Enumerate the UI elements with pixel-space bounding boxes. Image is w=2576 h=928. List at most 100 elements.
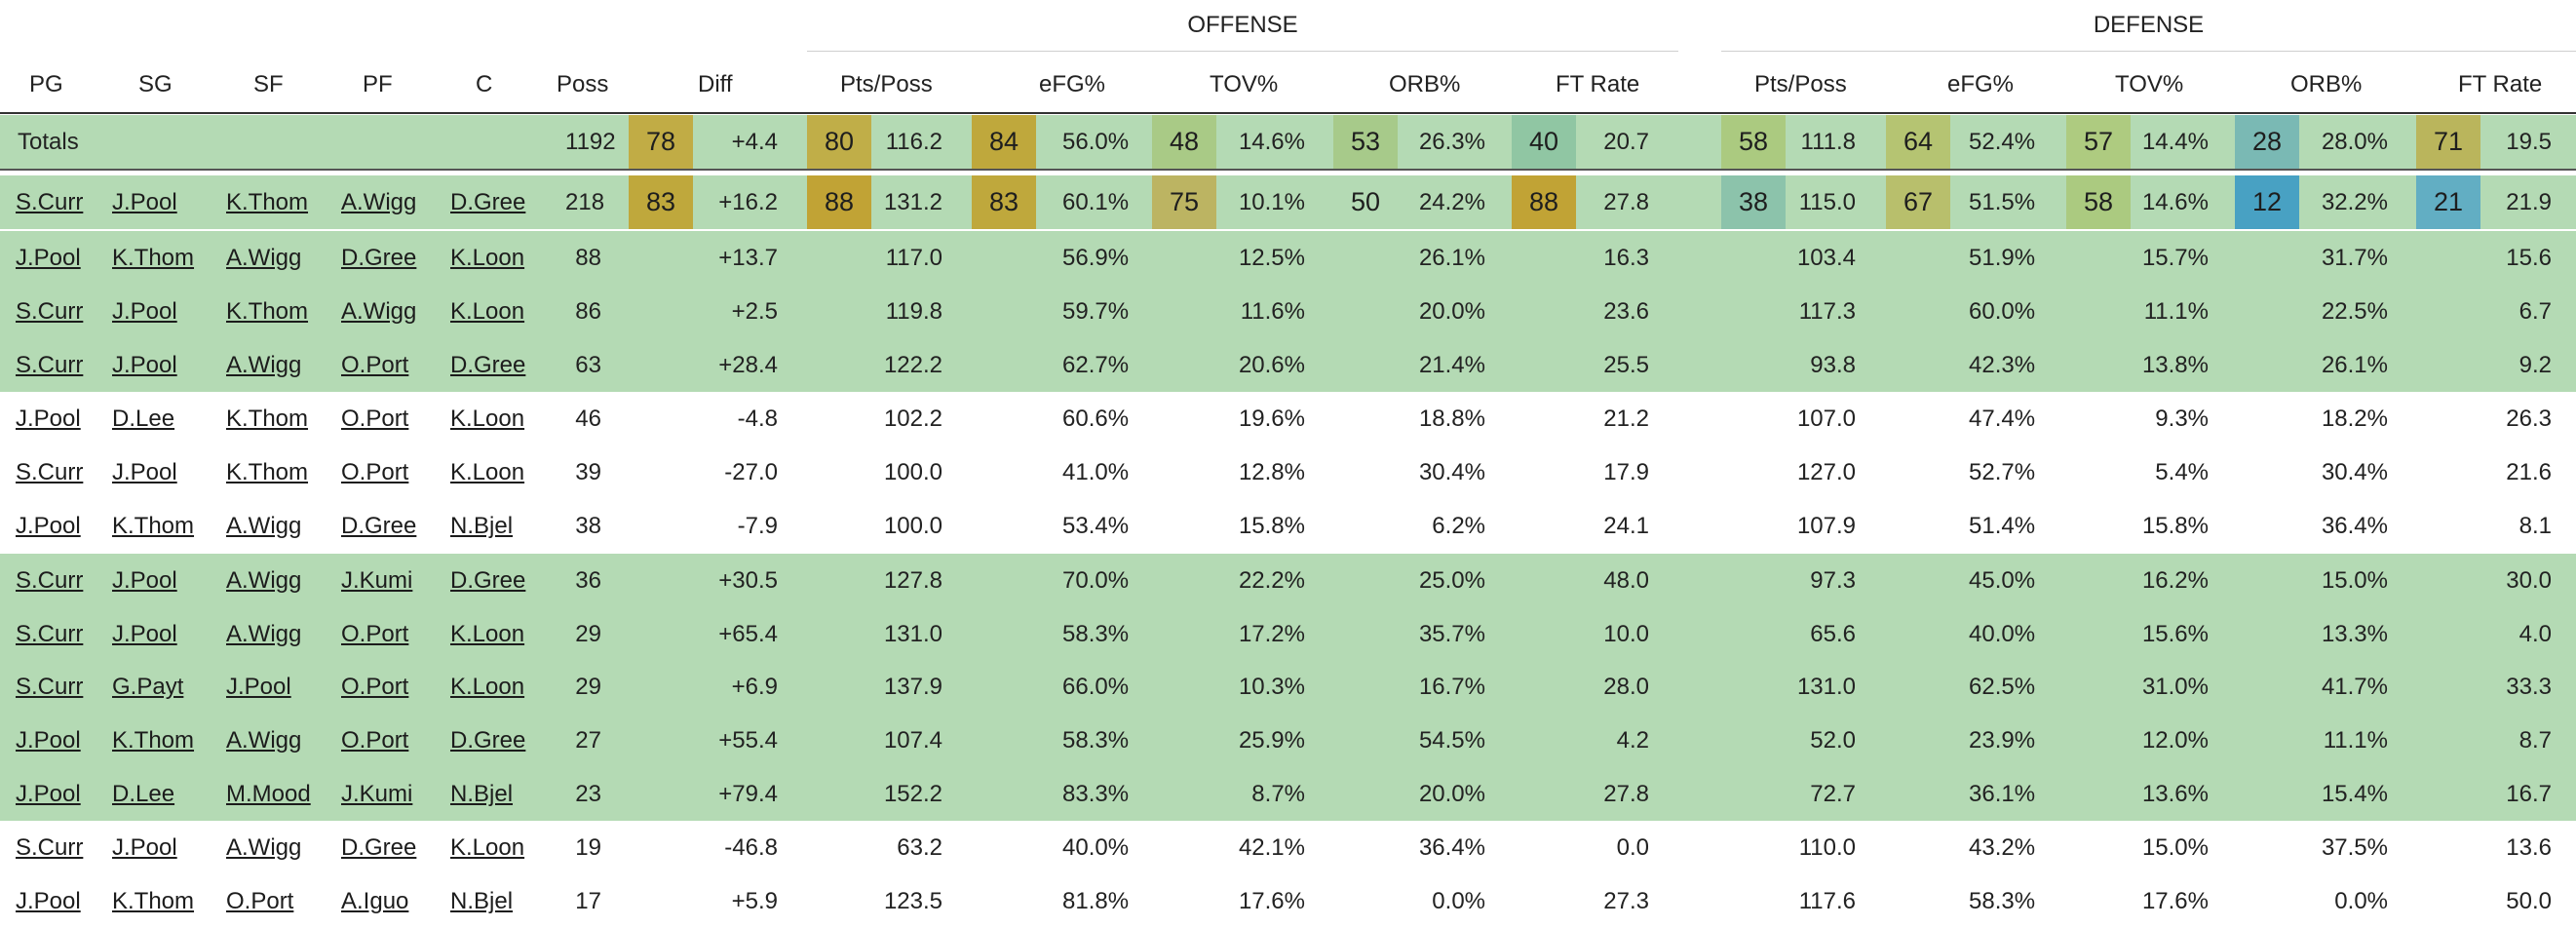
player-link-c[interactable]: K.Loon (450, 459, 525, 485)
player-link-sf[interactable]: K.Thom (226, 459, 309, 485)
player-link-pf[interactable]: A.Wigg (341, 298, 417, 325)
player-link-sg[interactable]: K.Thom (112, 245, 195, 271)
player-link-pg[interactable]: J.Pool (16, 406, 81, 432)
player-link-pg[interactable]: S.Curr (16, 621, 84, 647)
player-link-sf[interactable]: M.Mood (226, 781, 311, 807)
col-header-sg[interactable]: SG (138, 71, 173, 97)
col-header-c[interactable]: C (476, 71, 493, 97)
player-link-pg[interactable]: S.Curr (16, 674, 84, 700)
player-link-pf[interactable]: O.Port (341, 727, 409, 754)
player-link-c[interactable]: N.Bjel (450, 781, 514, 807)
player-link-pf[interactable]: O.Port (341, 674, 409, 700)
col-header-pf[interactable]: PF (363, 71, 393, 97)
cell-poss: 19 (575, 834, 601, 861)
player-link-sg[interactable]: K.Thom (112, 888, 195, 914)
player-link-pf[interactable]: D.Gree (341, 513, 417, 539)
col-header-poss[interactable]: Poss (557, 71, 609, 97)
col-header-off-efg[interactable]: eFG% (1039, 71, 1106, 97)
player-link-sg[interactable]: J.Pool (112, 567, 177, 594)
col-header-sf[interactable]: SF (253, 71, 284, 97)
table-row: S.Curr J.Pool K.Thom A.Wigg D.Gree 83 88 83 75 50… (0, 175, 2576, 229)
player-link-pg[interactable]: S.Curr (16, 298, 84, 325)
player-link-pg[interactable]: S.Curr (16, 834, 84, 861)
player-link-sg[interactable]: J.Pool (112, 834, 177, 861)
player-link-pf[interactable]: A.Wigg (341, 189, 417, 215)
player-link-pg[interactable]: J.Pool (16, 781, 81, 807)
player-link-pf[interactable]: O.Port (341, 621, 409, 647)
col-header-off-ft-rate[interactable]: FT Rate (1556, 71, 1640, 97)
cell-o-ft: 27.8 (1603, 189, 1649, 215)
player-link-pg[interactable]: S.Curr (16, 352, 84, 378)
player-link-c[interactable]: D.Gree (450, 189, 526, 215)
player-link-sg[interactable]: J.Pool (112, 621, 177, 647)
player-link-sf[interactable]: K.Thom (226, 189, 309, 215)
cell-poss: 29 (575, 621, 601, 647)
cell-o-tov: 12.8% (1238, 459, 1305, 485)
player-link-c[interactable]: K.Loon (450, 674, 525, 700)
player-link-c[interactable]: K.Loon (450, 245, 525, 271)
col-header-def-ft-rate[interactable]: FT Rate (2458, 71, 2543, 97)
player-link-sf[interactable]: A.Wigg (226, 352, 302, 378)
col-header-off-orb[interactable]: ORB% (1389, 71, 1461, 97)
player-link-pg[interactable]: S.Curr (16, 459, 84, 485)
player-link-pg[interactable]: J.Pool (16, 245, 81, 271)
col-header-off-pts-poss[interactable]: Pts/Poss (840, 71, 933, 97)
col-header-off-tov[interactable]: TOV% (1210, 71, 1279, 97)
player-link-sf[interactable]: J.Pool (226, 674, 291, 700)
player-link-c[interactable]: D.Gree (450, 352, 526, 378)
player-link-sg[interactable]: J.Pool (112, 189, 177, 215)
player-link-sg[interactable]: J.Pool (112, 298, 177, 325)
player-link-sf[interactable]: A.Wigg (226, 727, 302, 754)
player-link-pf[interactable]: A.Iguo (341, 888, 409, 914)
player-link-sf[interactable]: A.Wigg (226, 834, 302, 861)
player-link-sg[interactable]: D.Lee (112, 406, 175, 432)
player-link-c[interactable]: N.Bjel (450, 513, 514, 539)
cell-d-tov: 14.6% (2141, 189, 2209, 215)
player-link-c[interactable]: N.Bjel (450, 888, 514, 914)
table-row: S.Curr J.Pool K.Thom O.Port K.Loon 39 -27.0 100… (0, 445, 2576, 499)
player-link-sg[interactable]: J.Pool (112, 459, 177, 485)
col-header-def-orb[interactable]: ORB% (2290, 71, 2363, 97)
player-link-sf[interactable]: A.Wigg (226, 513, 302, 539)
player-link-sg[interactable]: K.Thom (112, 727, 195, 754)
player-link-sf[interactable]: K.Thom (226, 406, 309, 432)
player-link-pg[interactable]: S.Curr (16, 567, 84, 594)
player-link-sg[interactable]: D.Lee (112, 781, 175, 807)
cell-o-efg: 41.0% (1062, 459, 1130, 485)
player-link-pg[interactable]: J.Pool (16, 513, 81, 539)
cell-d-ft: 6.7 (2518, 298, 2552, 325)
player-link-pf[interactable]: D.Gree (341, 245, 417, 271)
player-link-sf[interactable]: K.Thom (226, 298, 309, 325)
player-link-pf[interactable]: O.Port (341, 459, 409, 485)
col-header-def-tov[interactable]: TOV% (2115, 71, 2184, 97)
player-link-sg[interactable]: G.Payt (112, 674, 184, 700)
player-link-sf[interactable]: O.Port (226, 888, 294, 914)
player-link-pg[interactable]: J.Pool (16, 888, 81, 914)
col-header-pg[interactable]: PG (29, 71, 63, 97)
player-link-c[interactable]: K.Loon (450, 298, 525, 325)
player-link-pf[interactable]: O.Port (341, 406, 409, 432)
player-link-pf[interactable]: J.Kumi (341, 781, 413, 807)
player-link-pf[interactable]: J.Kumi (341, 567, 413, 594)
player-link-c[interactable]: D.Gree (450, 567, 526, 594)
player-link-c[interactable]: D.Gree (450, 727, 526, 754)
col-header-def-efg[interactable]: eFG% (1947, 71, 2015, 97)
cell-d-orb: 22.5% (2321, 298, 2388, 325)
cell-diff: +55.4 (718, 727, 778, 754)
player-link-sg[interactable]: K.Thom (112, 513, 195, 539)
player-link-sf[interactable]: A.Wigg (226, 567, 302, 594)
player-link-sg[interactable]: J.Pool (112, 352, 177, 378)
o-pts-rank-badge: 88 (807, 175, 871, 229)
player-link-sf[interactable]: A.Wigg (226, 245, 302, 271)
player-link-pg[interactable]: S.Curr (16, 189, 84, 215)
col-header-def-pts-poss[interactable]: Pts/Poss (1754, 71, 1847, 97)
player-link-pf[interactable]: D.Gree (341, 834, 417, 861)
player-link-c[interactable]: K.Loon (450, 621, 525, 647)
col-header-diff[interactable]: Diff (698, 71, 733, 97)
player-link-pf[interactable]: O.Port (341, 352, 409, 378)
cell-d-tov: 15.6% (2141, 621, 2209, 647)
player-link-sf[interactable]: A.Wigg (226, 621, 302, 647)
player-link-c[interactable]: K.Loon (450, 834, 525, 861)
player-link-c[interactable]: K.Loon (450, 406, 525, 432)
player-link-pg[interactable]: J.Pool (16, 727, 81, 754)
